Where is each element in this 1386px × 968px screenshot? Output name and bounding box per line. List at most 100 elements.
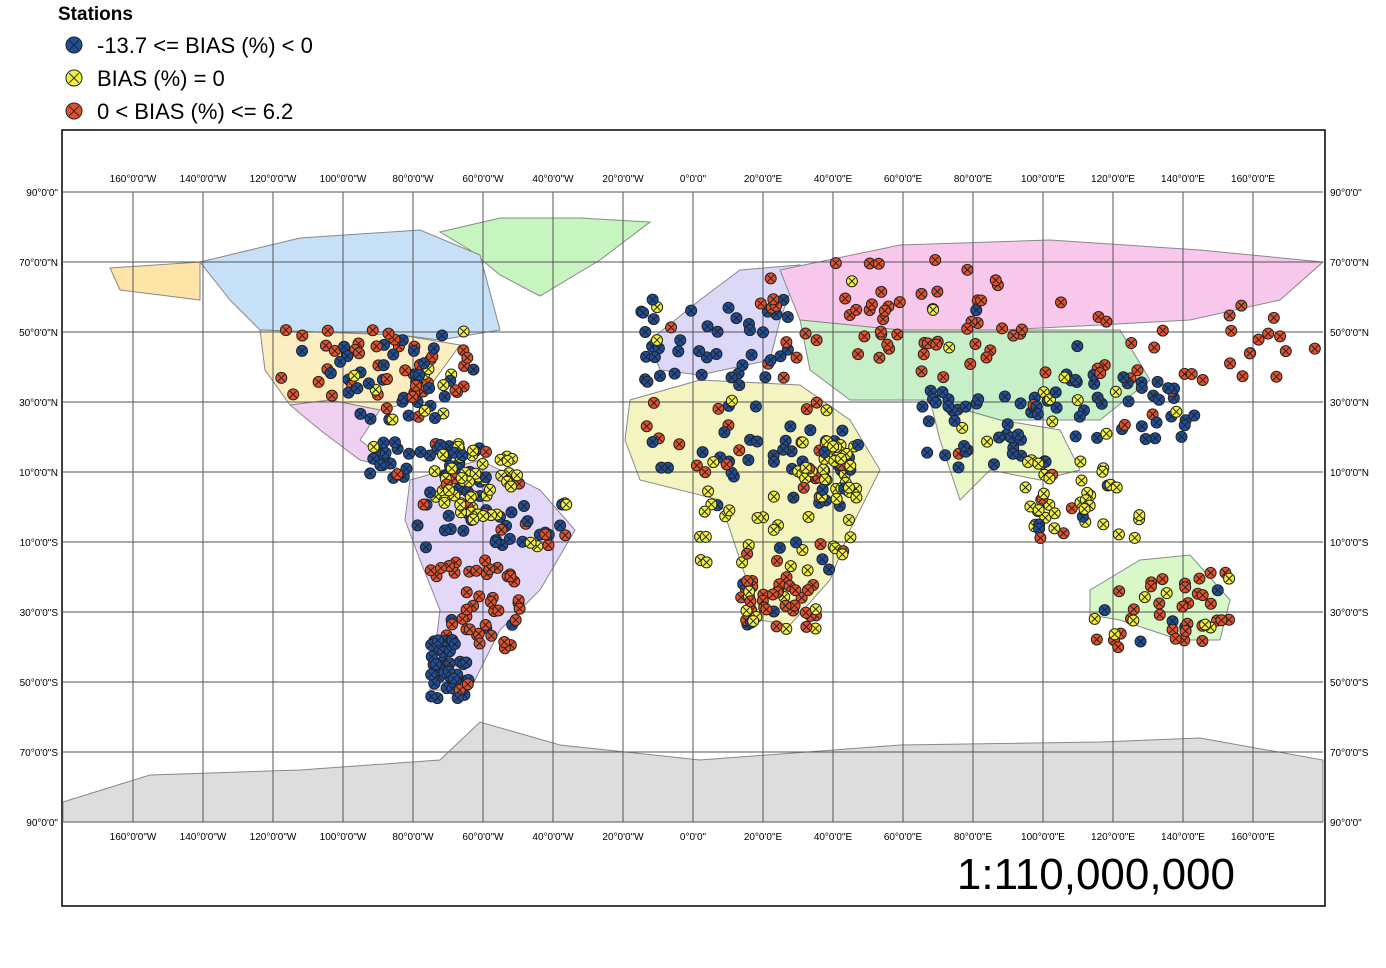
- station-cross: [1074, 396, 1082, 404]
- station-cross: [747, 351, 756, 359]
- lon-label: 120°0'0"W: [250, 174, 297, 185]
- station-cross: [1040, 388, 1048, 396]
- station-cross: [1080, 505, 1089, 513]
- station-cross: [1096, 369, 1104, 377]
- lon-label: 40°0'0"W: [532, 832, 574, 843]
- station-cross: [875, 260, 883, 268]
- station-cross: [883, 340, 891, 349]
- station-cross: [445, 486, 453, 494]
- station-cross: [944, 402, 953, 411]
- station-cross: [1068, 504, 1076, 512]
- station-cross: [1059, 529, 1068, 537]
- station-cross: [1050, 524, 1059, 532]
- station-cross: [431, 467, 439, 475]
- station-cross: [789, 493, 798, 502]
- station-cross: [439, 409, 448, 418]
- station-cross: [383, 375, 391, 383]
- station-cross: [674, 347, 682, 356]
- station-cross: [506, 535, 514, 543]
- station-cross: [441, 526, 449, 535]
- station-cross: [472, 567, 481, 575]
- legend-title: Stations: [58, 4, 133, 25]
- station-cross: [458, 451, 467, 460]
- station-cross: [800, 484, 808, 492]
- station-cross: [703, 322, 712, 330]
- station-cross: [1113, 483, 1121, 492]
- station-cross: [977, 296, 985, 305]
- station-cross: [724, 304, 733, 312]
- station-cross: [526, 539, 535, 547]
- station-cross: [1051, 509, 1059, 517]
- station-cross: [811, 624, 820, 633]
- station-cross: [507, 482, 515, 491]
- station-cross: [1150, 343, 1158, 352]
- station-cross: [487, 632, 496, 640]
- station-cross: [487, 598, 495, 606]
- station-cross: [1199, 591, 1207, 599]
- station-cross: [939, 373, 947, 381]
- station-cross: [369, 326, 377, 334]
- station-cross: [1045, 501, 1053, 509]
- station-cross: [701, 507, 709, 516]
- station-cross: [1136, 637, 1145, 646]
- station-cross: [1153, 378, 1162, 386]
- station-cross: [482, 473, 490, 481]
- station-cross: [875, 354, 884, 362]
- station-cross: [1101, 606, 1109, 614]
- station-cross: [753, 514, 762, 522]
- station-cross: [428, 352, 436, 361]
- station-cross: [983, 438, 991, 446]
- station-cross: [439, 451, 447, 459]
- station-cross: [735, 381, 743, 389]
- station-cross: [954, 463, 963, 472]
- station-cross: [401, 366, 409, 375]
- station-cross: [832, 259, 840, 267]
- lon-label: 60°0'0"E: [884, 174, 923, 185]
- station-cross: [422, 543, 430, 551]
- station-cross: [1188, 370, 1196, 378]
- lon-label: 60°0'0"W: [462, 832, 504, 843]
- station-cross: [1060, 373, 1069, 382]
- station-cross: [389, 350, 397, 359]
- station-cross: [821, 448, 829, 456]
- station-cross: [513, 471, 521, 479]
- lon-label: 80°0'0"W: [392, 174, 434, 185]
- station-cross: [451, 640, 459, 648]
- station-cross: [745, 541, 753, 549]
- station-cross: [463, 588, 471, 596]
- station-cross: [1180, 636, 1188, 645]
- station-cross: [1133, 366, 1142, 374]
- station-cross: [648, 296, 657, 304]
- station-cross: [931, 256, 939, 264]
- lon-label: 120°0'0"W: [250, 832, 297, 843]
- station-cross: [427, 670, 435, 679]
- station-cross: [464, 680, 472, 688]
- station-cross: [818, 486, 827, 494]
- station-cross: [459, 527, 468, 535]
- station-cross: [1168, 617, 1177, 625]
- station-cross: [467, 493, 475, 501]
- station-cross: [639, 308, 647, 317]
- station-cross: [782, 625, 790, 633]
- station-cross: [482, 448, 490, 456]
- station-cross: [1181, 583, 1189, 592]
- station-cross: [1077, 476, 1086, 485]
- lat-label: 70°0'0"S: [1330, 748, 1369, 759]
- station-cross: [388, 415, 397, 424]
- station-cross: [675, 440, 683, 448]
- station-cross: [282, 326, 290, 334]
- station-cross: [945, 343, 953, 352]
- station-cross: [792, 538, 800, 547]
- station-cross: [1311, 345, 1319, 353]
- station-cross: [289, 390, 297, 398]
- station-cross: [1214, 586, 1222, 594]
- station-cross: [408, 393, 417, 401]
- stations: [275, 254, 1321, 705]
- station-cross: [990, 460, 998, 468]
- station-cross: [1076, 457, 1085, 466]
- station-cross: [556, 521, 564, 530]
- station-cross: [1009, 331, 1017, 340]
- lon-label: 100°0'0"E: [1021, 832, 1065, 843]
- station-cross: [450, 674, 458, 683]
- station-cross: [439, 381, 448, 389]
